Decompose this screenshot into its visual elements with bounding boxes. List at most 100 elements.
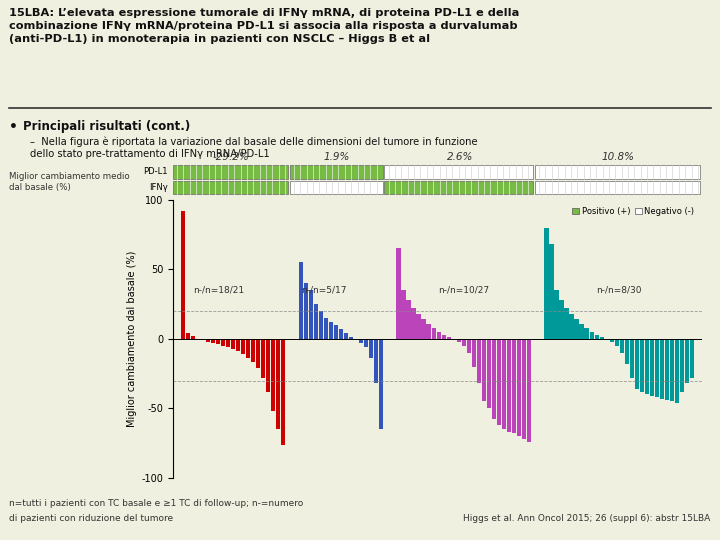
Bar [426, 323, 431, 339]
Bar [660, 339, 664, 399]
Bar [369, 339, 373, 359]
Bar [281, 339, 285, 444]
Bar [231, 339, 235, 349]
Bar [359, 339, 363, 343]
Bar [309, 290, 313, 339]
Bar [492, 339, 496, 420]
Bar [266, 339, 270, 392]
Bar [502, 339, 506, 429]
Text: 2.6%: 2.6% [446, 152, 473, 162]
Bar [610, 339, 614, 342]
Bar [517, 339, 521, 436]
Text: n=tutti i pazienti con TC basale e ≥1 TC di follow-up; n-=numero: n=tutti i pazienti con TC basale e ≥1 TC… [9, 500, 304, 509]
Bar [482, 339, 486, 401]
Bar [620, 339, 624, 353]
Bar [535, 165, 701, 179]
Bar [201, 339, 205, 340]
Bar [685, 339, 689, 383]
Bar [261, 339, 265, 378]
Bar [522, 339, 526, 439]
Bar [456, 339, 461, 342]
Bar [665, 339, 669, 400]
Bar [497, 339, 501, 425]
Bar [333, 325, 338, 339]
Bar [654, 339, 659, 397]
Text: 1.9%: 1.9% [324, 152, 351, 162]
Bar [191, 336, 195, 339]
Bar [251, 339, 255, 362]
Bar [446, 338, 451, 339]
Bar [411, 308, 415, 339]
Bar [507, 339, 511, 432]
Bar [630, 339, 634, 378]
Bar [559, 300, 564, 339]
Bar [186, 333, 190, 339]
Bar [241, 339, 245, 354]
Bar [590, 332, 594, 339]
Bar [575, 319, 579, 339]
Bar [379, 339, 383, 429]
Bar [173, 181, 288, 194]
Text: n-/n=5/17: n-/n=5/17 [301, 286, 346, 295]
Bar [477, 339, 481, 383]
Text: 15LBA: L’elevata espressione tumorale di IFNγ mRNA, di proteina PD-L1 e della
co: 15LBA: L’elevata espressione tumorale di… [9, 8, 520, 44]
Text: -29.2%: -29.2% [213, 152, 250, 162]
Bar [173, 165, 288, 179]
Bar [554, 290, 559, 339]
Bar [304, 283, 308, 339]
Bar [436, 332, 441, 339]
Bar [549, 244, 554, 339]
Text: n-/n=10/27: n-/n=10/27 [438, 286, 490, 295]
Bar [246, 339, 250, 359]
Bar [421, 319, 426, 339]
Bar [487, 339, 491, 408]
Bar [639, 339, 644, 392]
Text: di pazienti con riduzione del tumore: di pazienti con riduzione del tumore [9, 514, 174, 523]
Bar [441, 335, 446, 339]
Bar [431, 328, 436, 339]
Bar [564, 308, 569, 339]
Bar [289, 181, 383, 194]
Bar [374, 339, 378, 383]
Bar [328, 322, 333, 339]
Bar [271, 339, 275, 411]
Text: PD-L1: PD-L1 [143, 167, 168, 177]
Bar [600, 338, 604, 339]
Bar [299, 262, 303, 339]
Bar [206, 339, 210, 342]
Bar [236, 339, 240, 352]
Bar [680, 339, 684, 392]
Bar [472, 339, 476, 367]
Bar [338, 329, 343, 339]
Bar [276, 339, 280, 429]
Bar [512, 339, 516, 434]
Bar [634, 339, 639, 389]
Bar [649, 339, 654, 396]
Bar [211, 339, 215, 343]
Bar [226, 339, 230, 347]
Bar [319, 311, 323, 339]
Bar [535, 181, 701, 194]
Bar [221, 339, 225, 346]
Bar [644, 339, 649, 394]
Text: 10.8%: 10.8% [602, 152, 635, 162]
Bar [595, 335, 599, 339]
Bar [670, 339, 674, 401]
Bar [570, 314, 574, 339]
Text: n-/n=18/21: n-/n=18/21 [193, 286, 244, 295]
Bar [289, 165, 383, 179]
Bar [675, 339, 679, 403]
Bar [324, 318, 328, 339]
Text: n-/n=8/30: n-/n=8/30 [596, 286, 642, 295]
Bar [314, 304, 318, 339]
Bar [406, 300, 410, 339]
Bar [462, 339, 466, 346]
Bar [580, 323, 584, 339]
Text: IFNγ: IFNγ [149, 184, 168, 192]
Text: –  Nella figura è riportata la variazione dal basale delle dimensioni del tumore: – Nella figura è riportata la variazione… [30, 136, 478, 159]
Bar [397, 248, 400, 339]
Bar [384, 181, 534, 194]
Bar [690, 339, 694, 378]
Bar [615, 339, 619, 346]
Bar [416, 314, 420, 339]
